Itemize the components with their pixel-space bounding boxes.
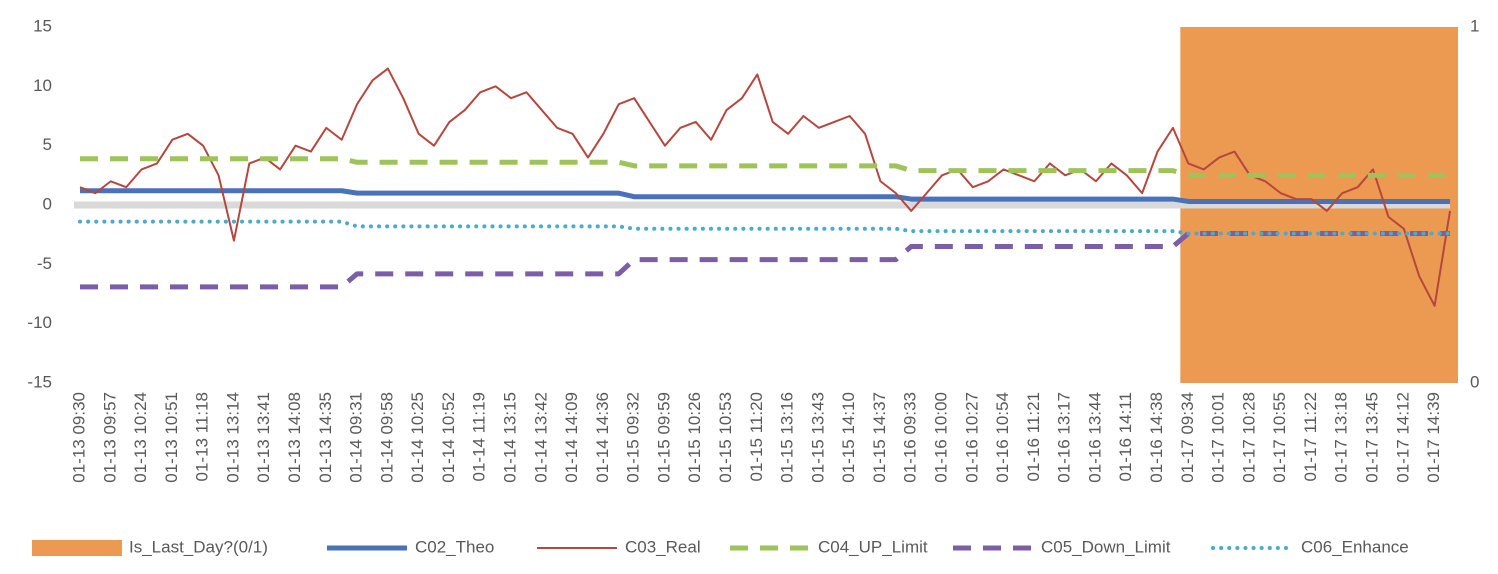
x-tick-label: 01-15 13:43 — [808, 392, 827, 483]
x-tick-label: 01-13 13:14 — [223, 392, 242, 483]
series-line — [78, 219, 1452, 236]
x-tick-label: 01-15 14:10 — [839, 392, 858, 483]
x-tick-label: 01-13 14:35 — [316, 392, 335, 483]
x-tick-label: 01-17 10:28 — [1239, 392, 1258, 483]
x-tick-label: 01-14 14:09 — [562, 392, 581, 483]
x-tick-label: 01-16 10:00 — [932, 392, 951, 483]
x-tick-label: 01-15 09:32 — [624, 392, 643, 483]
x-tick-label: 01-13 10:24 — [131, 392, 150, 483]
y-tick-label: -15 — [27, 372, 52, 391]
y-tick-label: -5 — [37, 254, 52, 273]
legend-label: C05_Down_Limit — [1041, 537, 1171, 556]
x-tick-label: 01-17 14:12 — [1393, 392, 1412, 483]
x-tick-label: 01-16 10:54 — [993, 392, 1012, 483]
x-tick-label: 01-14 09:58 — [377, 392, 396, 483]
x-tick-label: 01-17 11:22 — [1301, 392, 1320, 481]
x-tick-label: 01-13 10:51 — [162, 392, 181, 483]
legend-label: Is_Last_Day?(0/1) — [129, 537, 268, 556]
x-tick-label: 01-16 10:27 — [962, 392, 981, 483]
x-tick-label: 01-16 09:33 — [901, 392, 920, 483]
x-tick-label: 01-16 14:38 — [1147, 392, 1166, 483]
x-tick-label: 01-15 09:59 — [654, 392, 673, 483]
x-tick-label: 01-15 11:20 — [747, 392, 766, 481]
x-tick-label: 01-15 14:37 — [870, 392, 889, 483]
x-tick-label: 01-14 13:15 — [500, 392, 519, 483]
x-tick-label: 01-16 11:21 — [1024, 392, 1043, 481]
legend-label: C04_UP_Limit — [818, 537, 928, 556]
x-tick-label: 01-17 10:01 — [1209, 392, 1228, 483]
y-tick-label: 5 — [43, 135, 52, 154]
x-tick-label: 01-14 13:42 — [531, 392, 550, 483]
legend-label: C02_Theo — [415, 537, 494, 556]
series-line — [80, 230, 1450, 290]
x-tick-label: 01-17 13:45 — [1363, 392, 1382, 483]
x-tick-label: 01-16 14:11 — [1116, 392, 1135, 481]
x-tick-label: 01-17 10:55 — [1270, 392, 1289, 483]
x-tick-label: 01-15 10:26 — [685, 392, 704, 483]
legend-swatch — [32, 540, 122, 556]
y-tick-label: 0 — [43, 194, 52, 213]
x-tick-label: 01-16 13:17 — [1055, 392, 1074, 483]
x-tick-label: 01-17 13:18 — [1332, 392, 1351, 483]
x-tick-label: 01-13 13:41 — [254, 392, 273, 483]
x-tick-label: 01-14 10:25 — [408, 392, 427, 483]
x-tick-label: 01-17 09:34 — [1178, 392, 1197, 483]
series-line — [80, 156, 1450, 178]
x-tick-label: 01-16 13:44 — [1085, 392, 1104, 483]
x-tick-label: 01-15 13:16 — [778, 392, 797, 483]
x-tick-label: 01-14 14:36 — [593, 392, 612, 483]
x-tick-label: 01-13 09:30 — [69, 392, 88, 483]
x-tick-label: 01-17 14:39 — [1424, 392, 1443, 483]
y2-tick-label: 0 — [1470, 372, 1479, 391]
y-tick-label: 15 — [33, 16, 52, 35]
x-tick-label: 01-13 11:18 — [193, 392, 212, 481]
x-tick-label: 01-14 11:19 — [470, 392, 489, 481]
x-tick-label: 01-13 09:57 — [100, 392, 119, 483]
x-tick-label: 01-14 10:52 — [439, 392, 458, 483]
x-tick-label: 01-14 09:31 — [347, 392, 366, 483]
legend-label: C03_Real — [625, 537, 701, 556]
series-line — [79, 67, 1451, 307]
x-tick-label: 01-13 14:08 — [285, 392, 304, 483]
x-tick-label: 01-15 10:53 — [716, 392, 735, 483]
y2-tick-label: 1 — [1470, 16, 1479, 35]
y-tick-label: -10 — [27, 313, 52, 332]
legend-label: C06_Enhance — [1301, 537, 1409, 556]
series-line — [80, 188, 1450, 204]
y-tick-label: 10 — [33, 76, 52, 95]
